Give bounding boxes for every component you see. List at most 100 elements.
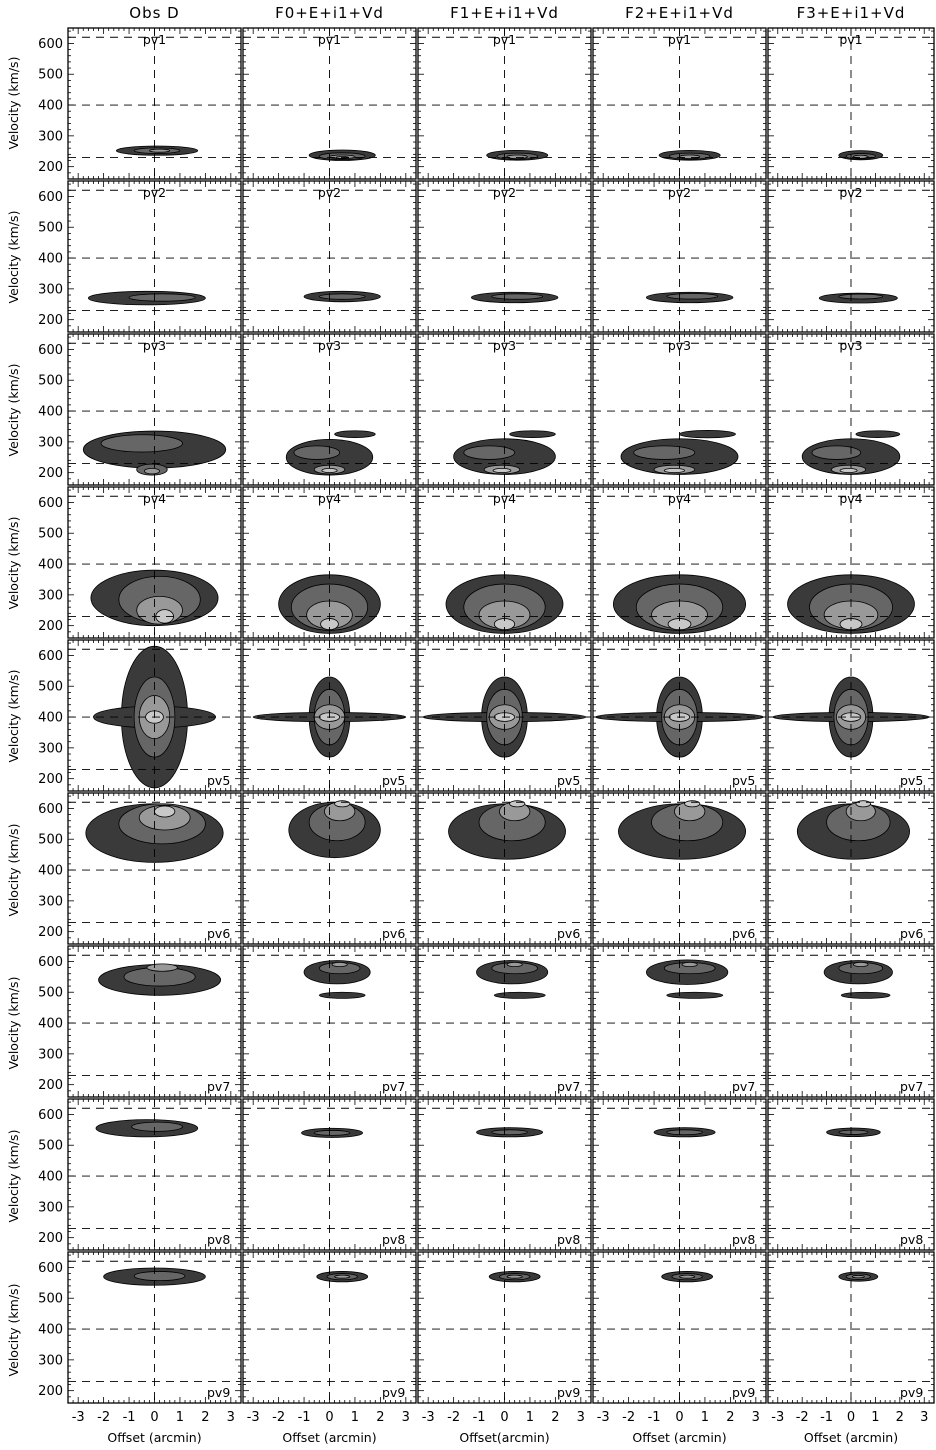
contour-level [491,293,544,300]
contour-level [100,434,183,453]
y-tick-label: 200 [38,1231,63,1246]
y-tick-label: 400 [38,252,63,267]
pv-panel: pv6 [592,792,767,945]
pv-panel: pv5 [242,639,417,792]
contour-level [679,430,736,439]
panel-label: pv6 [382,926,405,941]
panel-label: pv8 [207,1232,230,1247]
contour-level [128,293,196,302]
panel-label: pv2 [839,185,862,200]
contour-level [149,148,171,153]
y-tick-label: 600 [38,37,63,52]
panel-label: pv4 [318,491,341,506]
pv-panel: pv6 [242,792,417,945]
pv-panel: pv1 [242,27,417,180]
contour-level [318,991,366,999]
contour-level [313,1130,351,1136]
contour-level [131,1121,183,1132]
contour-group [658,149,721,161]
y-tick-label: 600 [38,190,63,205]
y-tick-label: 200 [38,160,63,175]
panel-label: pv1 [143,32,166,47]
panel-label: pv5 [382,773,405,788]
panel-label: pv1 [318,32,341,47]
contour-level [146,963,178,972]
pv-panel: pv6 [767,792,935,945]
y-tick-label: 500 [38,527,63,542]
panel-label: pv5 [732,773,755,788]
column-title-f1: F1+E+i1+Vd [450,4,559,22]
pv-panel: pv3 [242,333,417,486]
contour-group [115,145,199,156]
contour-level [293,445,341,460]
y-tick-label: 400 [38,99,63,114]
y-tick-label: 300 [38,282,63,297]
pv-panel: pv3 200 300 400 500 600 [38,333,242,486]
contour-group [95,1119,199,1138]
pv-panel: pv1 200 300 400 500 600 [38,27,242,180]
contour-group [308,149,376,161]
contour-group [285,430,376,476]
y-tick-label: 400 [38,558,63,573]
contour-group [303,290,381,303]
contour-level [493,991,546,999]
contour-group [818,292,898,304]
y-tick-label: 200 [38,619,63,634]
contour-level [321,467,338,474]
y-tick-label: 600 [38,496,63,511]
contour-group [445,574,564,634]
contour-group [476,960,549,999]
contour-group [646,959,729,999]
panel-label: pv4 [839,491,862,506]
contour-level [663,467,685,474]
contour-group [453,430,556,475]
contour-group [796,800,910,860]
pv-panel: pv5 [592,639,767,792]
column-title-f2: F2+E+i1+Vd [625,4,734,22]
pv-panel: pv4 200 300 400 500 600 [38,486,242,639]
contour-level [463,445,516,460]
contour-level [318,293,366,300]
contour-group [303,960,371,999]
contour-level [509,430,556,438]
contour-level [855,430,901,438]
y-tick-label: 300 [38,894,63,909]
pv-panel: pv7 [767,945,935,1098]
contour-level [506,961,523,968]
pv-panel: pv1 [417,27,592,180]
panel-label: pv2 [318,185,341,200]
pv-panel: pv5 [417,639,592,792]
panel-label: pv6 [732,926,755,941]
y-tick-label: 200 [38,466,63,481]
contour-level [838,293,884,300]
pv-panel: pv6 [417,792,592,945]
y-tick-label: 400 [38,1170,63,1185]
pv-panel: pv7 [592,945,767,1098]
contour-level [666,991,724,999]
pv-panel: pv6 200 300 400 500 600 [38,792,242,945]
column-title-obs: Obs D [129,4,180,22]
y-tick-label: 400 [38,1017,63,1032]
panel-label: pv6 [900,926,923,941]
y-tick-label: 300 [38,1047,63,1062]
column-title-f3: F3+E+i1+Vd [796,4,906,22]
panel-label: pv7 [382,1079,405,1094]
panel-label: pv7 [732,1079,755,1094]
y-tick-label: 500 [38,986,63,1001]
pv-panel: pv2 200 300 400 500 600 [38,180,242,333]
contour-group [448,800,566,860]
y-tick-label: 600 [38,802,63,817]
pv-panel: pv8 200 300 400 500 600 [38,1098,242,1251]
contour-group [471,291,559,304]
panel-label: pv3 [493,338,516,353]
panel-label: pv6 [557,926,580,941]
contour-level [331,961,348,968]
y-tick-label: 300 [38,741,63,756]
panel-label: pv7 [207,1079,230,1094]
y-tick-label: 600 [38,343,63,358]
y-tick-label: 300 [38,1200,63,1215]
contour-level [840,991,891,999]
contour-level [811,445,862,460]
